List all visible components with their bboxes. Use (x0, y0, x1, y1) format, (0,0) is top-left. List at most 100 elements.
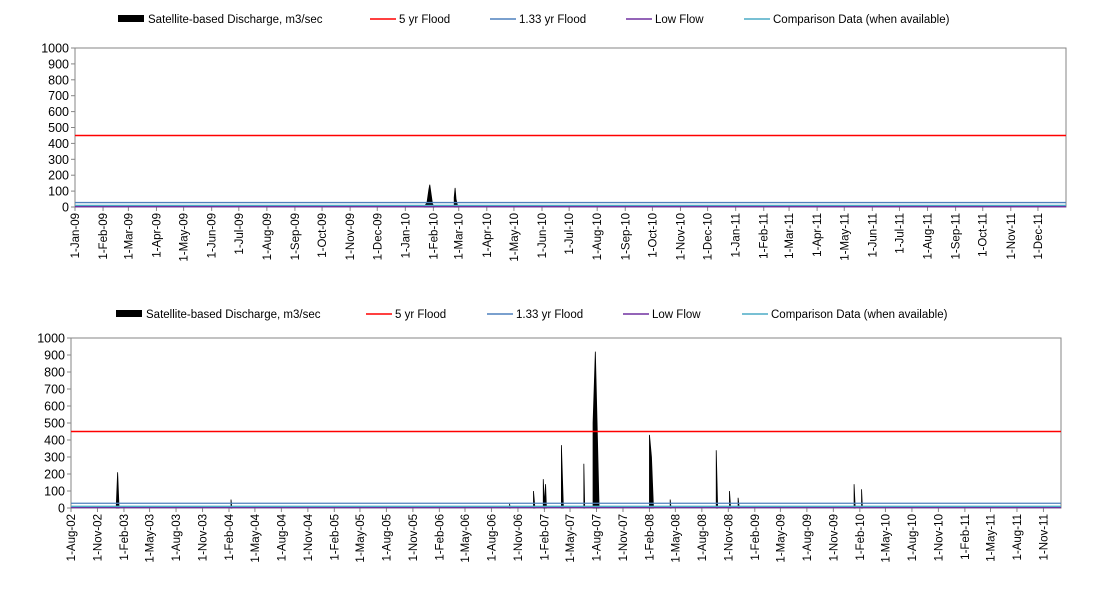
x-tick-label: 1-Nov-11 (1006, 213, 1018, 259)
x-tick-label: 1-Feb-10 (428, 213, 440, 260)
legend-item-flood5: 5 yr Flood (370, 14, 450, 26)
legend-item-flood133: 1.33 yr Flood (490, 14, 586, 26)
y-tick-label: 300 (48, 153, 69, 167)
legend-item-discharge: Satellite-based Discharge, m3/sec (118, 14, 323, 26)
x-tick-label: 1-Aug-05 (381, 514, 393, 561)
x-tick-label: 1-Feb-04 (224, 513, 236, 560)
series-area-discharge (115, 351, 863, 509)
x-tick-label: 1-Aug-04 (276, 513, 288, 561)
x-tick-label: 1-Feb-03 (119, 514, 131, 561)
y-tick-label: 500 (48, 121, 69, 135)
x-tick-label: 1-May-09 (179, 213, 191, 262)
x-tick-label: 1-Apr-10 (482, 213, 494, 258)
legend-label-lowflow: Low Flow (652, 309, 701, 321)
x-tick-label: 1-Aug-10 (907, 514, 919, 561)
x-tick-label: 1-Nov-06 (513, 514, 525, 561)
x-tick-label: 1-Apr-11 (812, 213, 824, 257)
legend-bottom: Satellite-based Discharge, m3/sec 5 yr F… (116, 309, 948, 321)
legend-item-discharge: Satellite-based Discharge, m3/sec (116, 309, 321, 321)
y-tick-label: 700 (44, 383, 65, 397)
x-tick-label: 1-Nov-03 (198, 514, 210, 561)
x-tick-label: 1-Feb-11 (759, 213, 771, 259)
x-tick-label: 1-Sep-09 (290, 213, 302, 260)
x-tick-label: 1-May-11 (839, 213, 851, 261)
x-tick-label: 1-Nov-09 (345, 213, 357, 260)
x-tick-label: 1-Jun-10 (537, 213, 549, 258)
legend-item-flood133: 1.33 yr Flood (487, 309, 583, 321)
x-tick-label: 1-Mar-11 (784, 213, 796, 259)
x-tick-label: 1-Aug-07 (592, 514, 604, 561)
legend-label-discharge: Satellite-based Discharge, m3/sec (146, 309, 321, 321)
x-tick-label: 1-Aug-10 (592, 213, 604, 260)
x-tick-label: 1-Feb-08 (644, 514, 656, 561)
y-tick-label: 400 (48, 137, 69, 151)
x-tick-label: 1-Nov-09 (828, 514, 840, 561)
legend-item-comparison: Comparison Data (when available) (744, 14, 950, 26)
x-tick-label: 1-Dec-09 (372, 213, 384, 260)
x-tick-label: 1-Aug-08 (697, 514, 709, 561)
x-tick-label: 1-Jun-11 (867, 213, 879, 258)
x-tick-label: 1-Jul-11 (894, 213, 906, 254)
x-tick-label: 1-Jan-10 (400, 213, 412, 258)
x-tick-label: 1-May-07 (565, 514, 577, 563)
y-tick-label: 100 (44, 485, 65, 499)
y-tick-label: 100 (48, 185, 69, 199)
y-tick-label: 900 (48, 57, 69, 71)
x-tick-label: 1-Nov-02 (92, 514, 104, 561)
x-tick-label: 1-Sep-11 (951, 213, 963, 259)
legend-label-flood133: 1.33 yr Flood (516, 309, 583, 321)
x-tick-label: 1-Oct-10 (647, 213, 659, 258)
y-tick-label: 600 (44, 400, 65, 414)
x-tick-label: 1-Nov-11 (1038, 514, 1050, 560)
x-tick-label: 1-Mar-09 (123, 213, 135, 260)
x-tick-label: 1-Nov-05 (408, 514, 420, 561)
legend-item-comparison: Comparison Data (when available) (742, 309, 948, 321)
x-tick-label: 1-Aug-11 (923, 213, 935, 259)
x-tick-label: 1-Aug-03 (171, 514, 183, 561)
legend-label-flood133: 1.33 yr Flood (519, 14, 586, 26)
x-tick-label: 1-Oct-11 (978, 213, 990, 257)
y-tick-label: 700 (48, 89, 69, 103)
x-tick-label: 1-Aug-09 (802, 514, 814, 561)
x-tick-label: 1-Feb-09 (98, 213, 110, 260)
legend-label-comparison: Comparison Data (when available) (771, 309, 948, 321)
x-tick-label: 1-May-04 (250, 513, 262, 562)
x-tick-label: 1-Dec-11 (1033, 213, 1045, 259)
y-tick-label: 600 (48, 105, 69, 119)
x-tick-label: 1-Nov-08 (723, 514, 735, 561)
x-tick-label: 1-Jun-09 (207, 213, 219, 258)
legend-item-flood5: 5 yr Flood (366, 309, 446, 321)
x-tick-label: 1-May-06 (460, 514, 472, 563)
x-tick-label: 1-Feb-09 (750, 514, 762, 561)
x-tick-label: 1-Nov-10 (933, 514, 945, 561)
x-tick-label: 1-Nov-10 (675, 213, 687, 260)
legend-label-discharge: Satellite-based Discharge, m3/sec (148, 14, 323, 26)
y-tick-label: 800 (44, 366, 65, 380)
legend-label-flood5: 5 yr Flood (399, 14, 450, 26)
y-tick-label: 500 (44, 417, 65, 431)
x-tick-label: 1-Feb-06 (434, 514, 446, 561)
legend-label-lowflow: Low Flow (655, 14, 704, 26)
plot-area (70, 337, 1062, 509)
y-tick-label: 200 (44, 468, 65, 482)
x-tick-label: 1-Jul-09 (234, 213, 246, 255)
legend-swatch-discharge (118, 15, 144, 22)
y-tick-label: 0 (58, 502, 65, 516)
x-tick-label: 1-May-10 (880, 514, 892, 563)
x-tick-label: 1-Aug-02 (66, 514, 78, 561)
x-tick-label: 1-Oct-09 (317, 213, 329, 258)
x-tick-label: 1-Aug-11 (1012, 514, 1024, 560)
x-tick-label: 1-Nov-07 (618, 514, 630, 561)
y-tick-label: 800 (48, 73, 69, 87)
chart-bottom: 0 100 200 300 400 500 600 700 800 900 1000 1-Aug-02… (37, 332, 1062, 563)
x-tick-label: 1-Feb-05 (329, 514, 341, 561)
legend-label-flood5: 5 yr Flood (395, 309, 446, 321)
y-tick-label: 400 (44, 434, 65, 448)
x-tick-label: 1-Feb-11 (960, 514, 972, 560)
y-tick-label: 0 (62, 201, 69, 215)
y-tick-label: 1000 (41, 42, 69, 56)
x-tick-label: 1-Aug-09 (262, 213, 274, 260)
x-tick-label: 1-Jan-11 (731, 213, 743, 258)
